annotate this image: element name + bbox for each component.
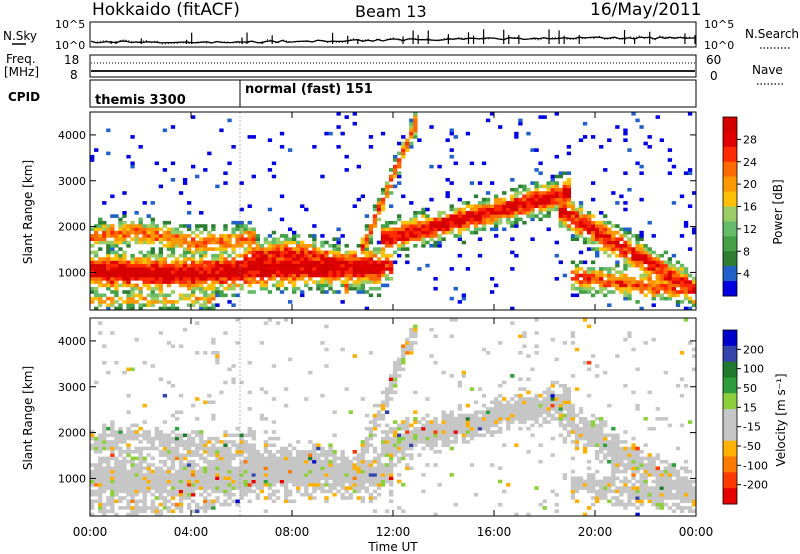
cpid-label: CPID: [8, 90, 40, 104]
colorbar-tick-label: 24: [743, 156, 757, 169]
freq-label-2: [MHz]: [4, 65, 39, 79]
colorbar-tick-label: -15: [743, 421, 761, 434]
x-tick-label: 16:00: [477, 525, 512, 539]
colorbar-tick-label: -100: [743, 459, 768, 472]
colorbar-swatch: [723, 377, 737, 394]
power-colorbar-label: Power [dB]: [771, 179, 785, 244]
y-tick-label: 1000: [58, 266, 86, 279]
colorbar-tick-label: 4: [743, 268, 750, 281]
x-tick-label: 00:00: [73, 525, 108, 539]
colorbar-swatch: [723, 345, 737, 363]
colorbar-tick-label: 20: [743, 178, 757, 191]
colorbar-swatch: [723, 221, 737, 237]
velocity-colorbar-label: Velocity [m s⁻¹]: [774, 373, 788, 466]
colorbar-swatch: [723, 206, 737, 222]
nave-label: Nave: [752, 63, 783, 77]
date-title: 16/May/2011: [590, 0, 702, 20]
y-tick-label: 2000: [58, 427, 86, 440]
y-tick-label: 3000: [58, 175, 86, 188]
x-tick-label: 04:00: [174, 525, 209, 539]
y-tick-label: 1000: [58, 472, 86, 485]
power-axes: 1000 2000 3000 4000: [58, 112, 697, 310]
power-heatmap-data: [90, 112, 697, 311]
sky-right-label: N.Search: [745, 27, 799, 41]
colorbar-tick-label: 200: [743, 343, 764, 356]
colorbar-tick-label: 8: [743, 245, 750, 258]
y-tick-label: 4000: [58, 129, 86, 142]
colorbar-tick-label: 100: [743, 363, 764, 376]
sky-right-tick-bottom: 10^0: [704, 39, 734, 52]
velocity-axes: 1000 2000 3000 4000: [58, 318, 697, 516]
cpid-mode-2: normal (fast) 151: [245, 82, 373, 97]
time-axis-label: Time UT: [367, 540, 418, 554]
colorbar-swatch: [723, 488, 737, 505]
cpid-mode-1: themis 3300: [95, 93, 186, 108]
colorbar-swatch: [723, 191, 737, 207]
colorbar-tick-label: 15: [743, 401, 757, 414]
colorbar-tick-label: -50: [743, 440, 761, 453]
sky-left-tick-bottom: 10^0: [55, 39, 85, 52]
time-axis-ticks: 00:00 04:00 08:00 12:00 16:00 20:00 00:00: [73, 525, 714, 539]
velocity-ylabel: Slant Range [km]: [21, 366, 35, 470]
colorbar-tick-label: 28: [743, 133, 757, 146]
velocity-colorbar: 200 100 50 15 -15 -50 -100 -200: [722, 329, 768, 505]
colorbar-tick-label: 16: [743, 201, 757, 214]
cpid-panel: CPID themis 3300 normal (fast) 151: [8, 79, 697, 108]
sky-right-tick-top: 10^5: [704, 18, 734, 31]
velocity-heatmap-data: [90, 318, 697, 517]
colorbar-swatch: [723, 361, 737, 378]
colorbar-swatch: [723, 236, 737, 252]
colorbar-swatch: [723, 409, 737, 426]
colorbar-swatch: [723, 161, 737, 178]
power-ylabel: Slant Range [km]: [21, 160, 35, 264]
velocity-panel: 1000 2000 3000 4000 Slant Range [km] 200 100…: [21, 317, 788, 517]
x-tick-label: 20:00: [578, 525, 613, 539]
freq-right-tick-bottom: 0: [710, 69, 718, 83]
colorbar-swatch: [723, 251, 737, 267]
freq-panel: Freq. [MHz] 18 8 60 0 Nave: [4, 52, 784, 85]
power-colorbar: 28 24 20 16 12 8 4: [722, 116, 757, 297]
colorbar-swatch: [723, 330, 737, 347]
colorbar-swatch: [723, 131, 737, 148]
freq-label-1: Freq.: [6, 52, 36, 66]
x-tick-label: 12:00: [376, 525, 411, 539]
x-tick-label: 00:00: [679, 525, 714, 539]
power-panel: 1000 2000 3000 4000 Slant Range [km] 28 24 20…: [21, 111, 785, 311]
sky-panel: N.Sky 10^5 10^0 10^5 10^0 N.Search: [3, 18, 799, 52]
colorbar-swatch: [723, 456, 737, 473]
freq-left-tick-bottom: 8: [70, 68, 78, 82]
freq-left-tick-top: 18: [64, 53, 79, 67]
colorbar-swatch: [723, 281, 737, 297]
freq-right-tick-top: 60: [706, 53, 721, 67]
search-noise-line: [90, 35, 696, 45]
colorbar-tick-label: -200: [743, 479, 768, 492]
colorbar-swatch: [723, 472, 737, 489]
colorbar-swatch: [723, 424, 737, 442]
colorbar-swatch: [723, 440, 737, 458]
colorbar-tick-label: 50: [743, 382, 757, 395]
sky-left-label: N.Sky: [3, 29, 37, 43]
x-tick-label: 08:00: [275, 525, 310, 539]
sky-left-tick-top: 10^5: [55, 18, 85, 31]
station-title: Hokkaido (fitACF): [92, 0, 240, 20]
colorbar-swatch: [723, 266, 737, 282]
y-tick-label: 3000: [58, 381, 86, 394]
colorbar-swatch: [723, 393, 737, 410]
colorbar-swatch: [723, 146, 737, 163]
colorbar-tick-label: 12: [743, 223, 757, 236]
colorbar-swatch: [723, 117, 737, 133]
colorbar-swatch: [723, 176, 737, 193]
sky-noise-spikes: [110, 29, 696, 44]
beam-title: Beam 13: [355, 2, 427, 21]
y-tick-label: 2000: [58, 221, 86, 234]
y-tick-label: 4000: [58, 335, 86, 348]
